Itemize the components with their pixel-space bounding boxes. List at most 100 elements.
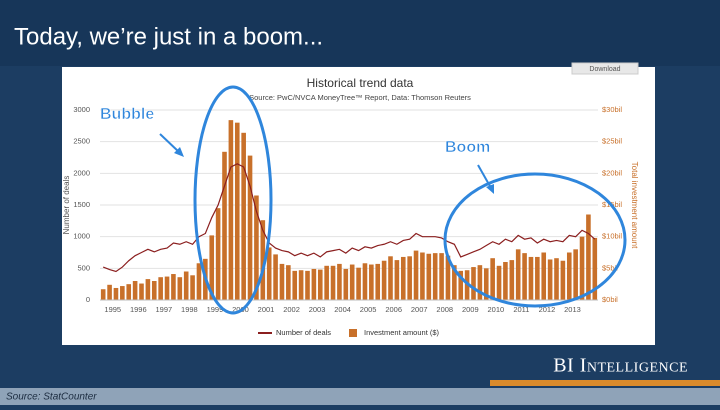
bar xyxy=(547,259,553,300)
bar xyxy=(477,265,483,300)
x-tick-label: 2004 xyxy=(334,305,351,314)
bar xyxy=(496,265,502,300)
x-tick-label: 2005 xyxy=(360,305,377,314)
bar xyxy=(311,268,317,300)
bar xyxy=(151,281,157,300)
bar xyxy=(458,270,464,300)
x-tick-label: 2003 xyxy=(309,305,326,314)
y-tick-label: 2000 xyxy=(73,168,90,177)
boom-arrow xyxy=(477,164,492,189)
bar xyxy=(375,263,381,300)
bar xyxy=(579,236,585,300)
x-tick-label: 2006 xyxy=(385,305,402,314)
download-label[interactable]: Download xyxy=(589,66,620,73)
bar xyxy=(107,284,112,300)
x-tick-label: 1999 xyxy=(207,305,224,314)
bar xyxy=(362,263,368,300)
x-tick-label: 1996 xyxy=(130,305,147,314)
y-tick-label: 1500 xyxy=(73,200,90,209)
bar xyxy=(164,276,170,300)
y2-tick-label: $30bil xyxy=(602,105,622,114)
bar xyxy=(400,256,406,300)
bar xyxy=(337,263,342,300)
bar xyxy=(560,260,566,300)
bar xyxy=(222,151,227,300)
deals-line xyxy=(102,163,596,273)
bar xyxy=(541,252,547,300)
brand-bar xyxy=(490,380,720,386)
bar xyxy=(254,195,259,300)
bar xyxy=(432,253,438,300)
y-tick-label: 0 xyxy=(86,295,90,304)
y-tick-label: 500 xyxy=(77,263,90,272)
bar xyxy=(381,260,387,300)
bar xyxy=(286,265,291,300)
y2-tick-label: $0bil xyxy=(602,295,618,304)
bar xyxy=(369,264,374,300)
bar xyxy=(515,249,521,300)
bar xyxy=(228,120,234,300)
bar xyxy=(241,132,246,300)
header-band xyxy=(0,0,720,66)
download-button[interactable] xyxy=(571,62,639,75)
x-tick-label: 1998 xyxy=(181,305,198,314)
bar xyxy=(120,286,125,300)
y2-tick-label: $20bil xyxy=(602,168,622,177)
bar xyxy=(190,275,195,300)
bar xyxy=(592,237,598,300)
bar xyxy=(554,258,559,300)
bar xyxy=(426,253,432,300)
bar xyxy=(394,260,400,300)
bar xyxy=(234,122,240,301)
y2-tick-label: $25bil xyxy=(602,137,622,146)
bar xyxy=(522,253,527,300)
x-tick-label: 2007 xyxy=(411,305,428,314)
bar xyxy=(145,279,151,300)
y-tick-label: 3000 xyxy=(73,105,90,114)
bar xyxy=(126,284,132,300)
chart-subtitle: Source: PwC/NVCA MoneyTree™ Report, Data… xyxy=(249,93,471,102)
bar xyxy=(266,247,272,300)
bar xyxy=(260,220,266,300)
bar xyxy=(215,208,221,300)
source: Source: StatCounter xyxy=(6,392,97,403)
bar xyxy=(292,270,298,300)
bar xyxy=(503,262,508,300)
bar xyxy=(171,274,176,300)
bar xyxy=(528,256,534,300)
x-tick-label: 2010 xyxy=(488,305,505,314)
bar xyxy=(100,289,106,300)
arrow-head xyxy=(486,184,494,194)
bar xyxy=(317,269,323,300)
x-tick-label: 2012 xyxy=(539,305,556,314)
bar xyxy=(407,256,412,300)
annotation: Boom xyxy=(445,139,490,156)
y-axis-title: Number of deals xyxy=(62,176,71,235)
legend-swatch xyxy=(349,329,357,337)
x-tick-label: 1997 xyxy=(156,305,173,314)
bar xyxy=(388,256,393,300)
bar xyxy=(445,255,451,300)
bar xyxy=(209,235,215,300)
y-tick-label: 2500 xyxy=(73,137,90,146)
bar xyxy=(483,268,489,300)
bar xyxy=(356,267,361,300)
y-tick-label: 1000 xyxy=(73,232,90,241)
bar xyxy=(158,277,163,300)
y2-tick-label: $5bil xyxy=(602,263,618,272)
bar xyxy=(183,271,189,300)
slide-title: Today, we’re just in a boom... xyxy=(14,23,323,50)
bar xyxy=(330,265,336,300)
bar xyxy=(439,253,444,300)
bar xyxy=(177,277,183,300)
bar xyxy=(324,265,329,300)
bar xyxy=(452,265,457,300)
bar xyxy=(535,256,540,300)
x-tick-label: 2013 xyxy=(564,305,581,314)
bar xyxy=(132,281,138,300)
bar xyxy=(113,287,119,300)
bar xyxy=(139,283,144,300)
x-tick-label: 2011 xyxy=(513,305,529,314)
